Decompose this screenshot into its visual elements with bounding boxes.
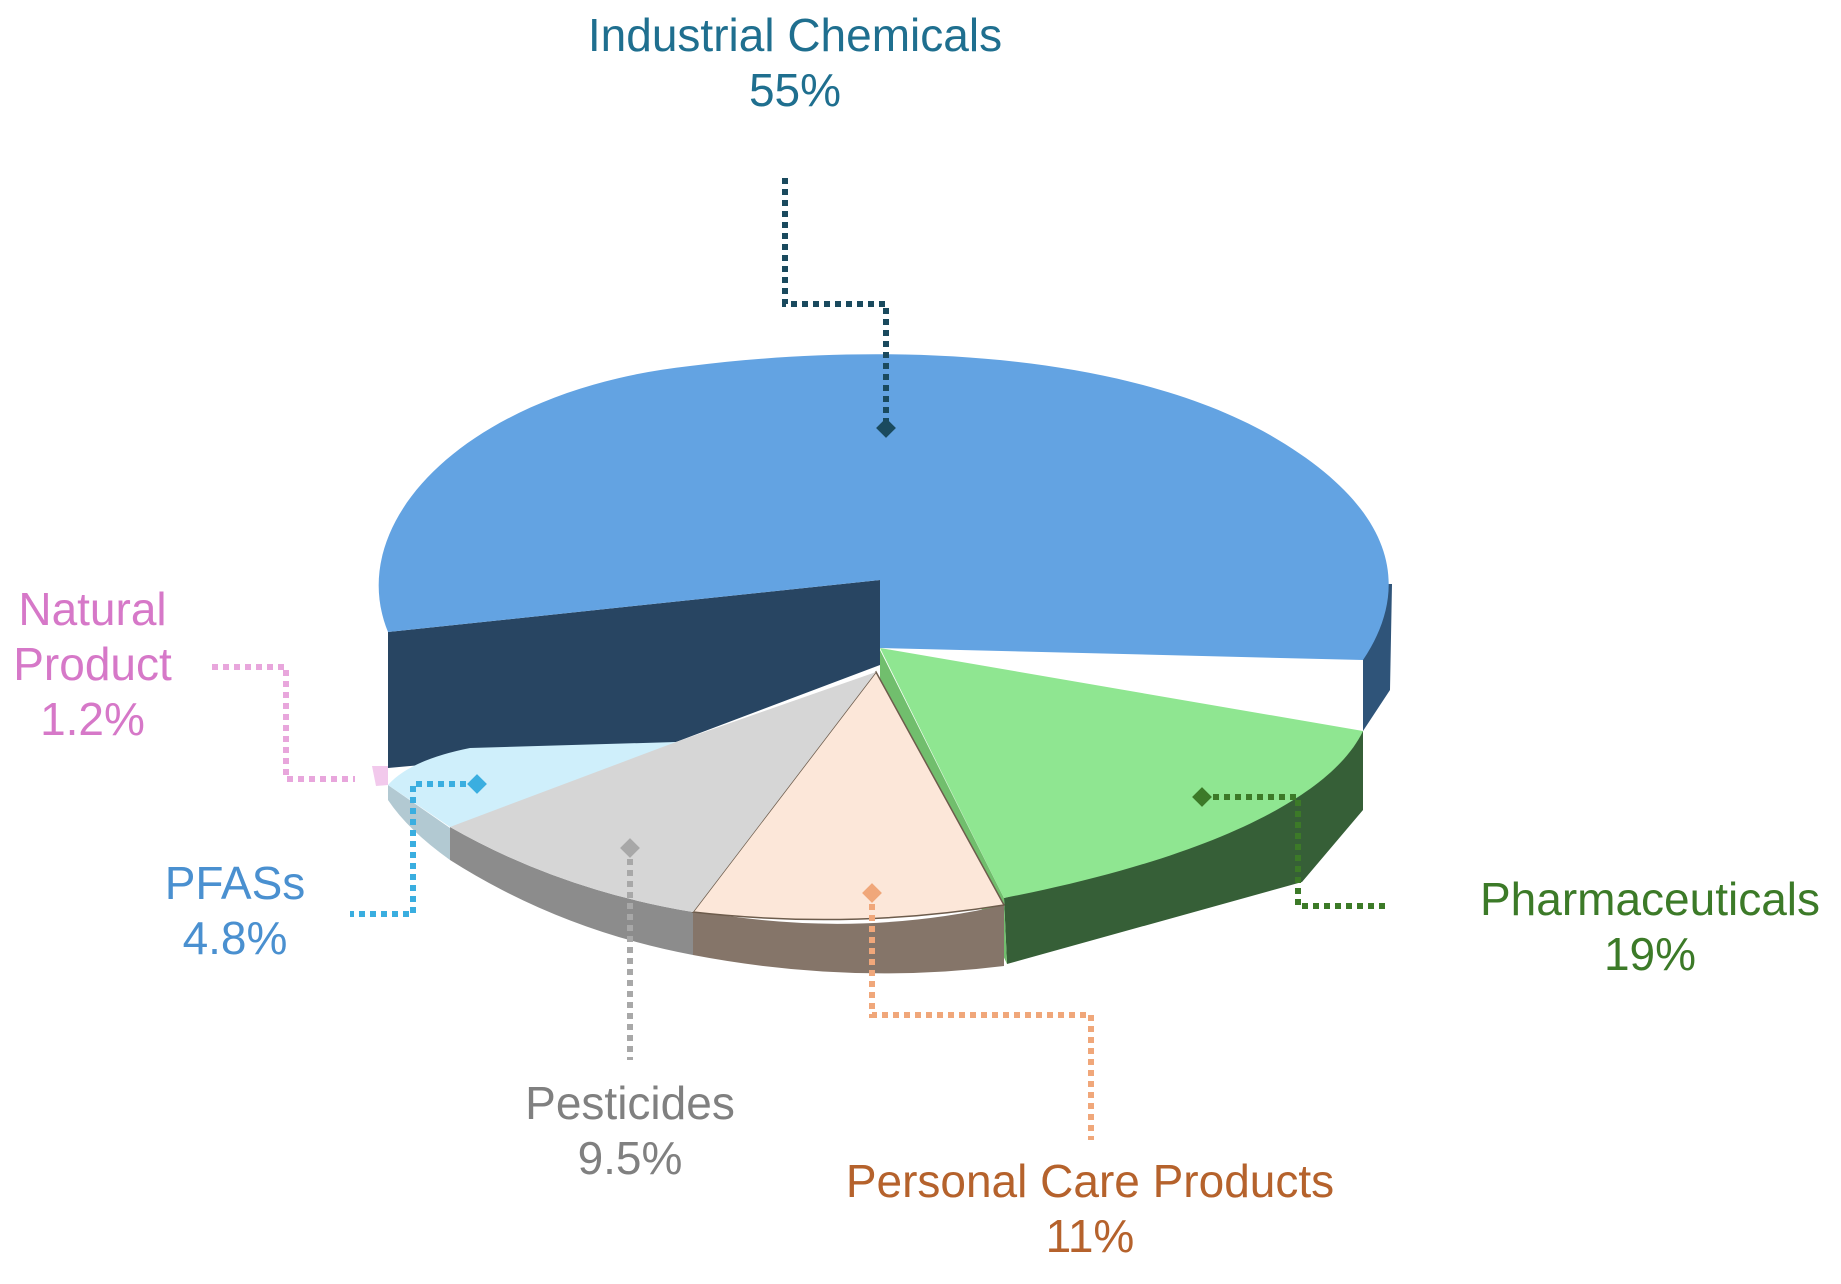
slice-top-industrial [378,354,1389,660]
leader-line-pfas [350,781,477,917]
slice-side-industrial-left [388,580,880,768]
slice-top-pesticides [450,672,876,912]
leader-line-natural [212,664,355,782]
slice-side-pfas [388,785,450,860]
slice-label-pfas: PFASs 4.8% [130,856,340,966]
slice-name-natural-line1: Natural [18,583,167,635]
slice-value-natural: 1.2% [40,693,145,746]
slice-top-pharma [880,648,1363,898]
slice-name-pesticides: Pesticides [525,1077,735,1129]
slice-label-personal: Personal Care Products 11% [810,1154,1370,1264]
leader-marker-pharma [1192,787,1212,807]
leader-marker-pesticides [620,838,640,858]
slice-value-industrial: 55% [748,64,842,117]
slice-name-pfas: PFASs [164,857,306,909]
leader-line-pharma [1202,794,1390,909]
leader-marker-industrial [876,418,896,438]
leader-marker-personal [862,883,882,903]
slice-top-personal [691,670,1006,921]
slice-top-natural [372,766,388,786]
slice-name-personal: Personal Care Products [845,1155,1335,1207]
slice-name-pharma: Pharmaceuticals [1479,873,1821,925]
slice-value-pharma: 19% [1603,928,1697,981]
leader-line-personal [869,893,1094,1140]
slice-label-pesticides: Pesticides 9.5% [490,1076,770,1186]
slice-value-pfas: 4.8% [182,912,288,965]
slice-side-pesticides [450,827,693,955]
slice-label-industrial: Industrial Chemicals 55% [575,8,1015,118]
slice-label-pharma: Pharmaceuticals 19% [1470,872,1830,982]
leader-marker-pfas [467,774,487,794]
leader-line-industrial [782,178,889,425]
slice-name-industrial: Industrial Chemicals [587,9,1003,61]
slice-side-personal [693,905,1004,974]
slice-value-personal: 11% [1045,1210,1135,1263]
slice-name-natural-line2: Product [13,638,172,691]
slice-value-pesticides: 9.5% [577,1132,683,1185]
slice-label-natural: Natural Product 1.2% [0,582,185,748]
slice-top-pfas [388,742,676,827]
